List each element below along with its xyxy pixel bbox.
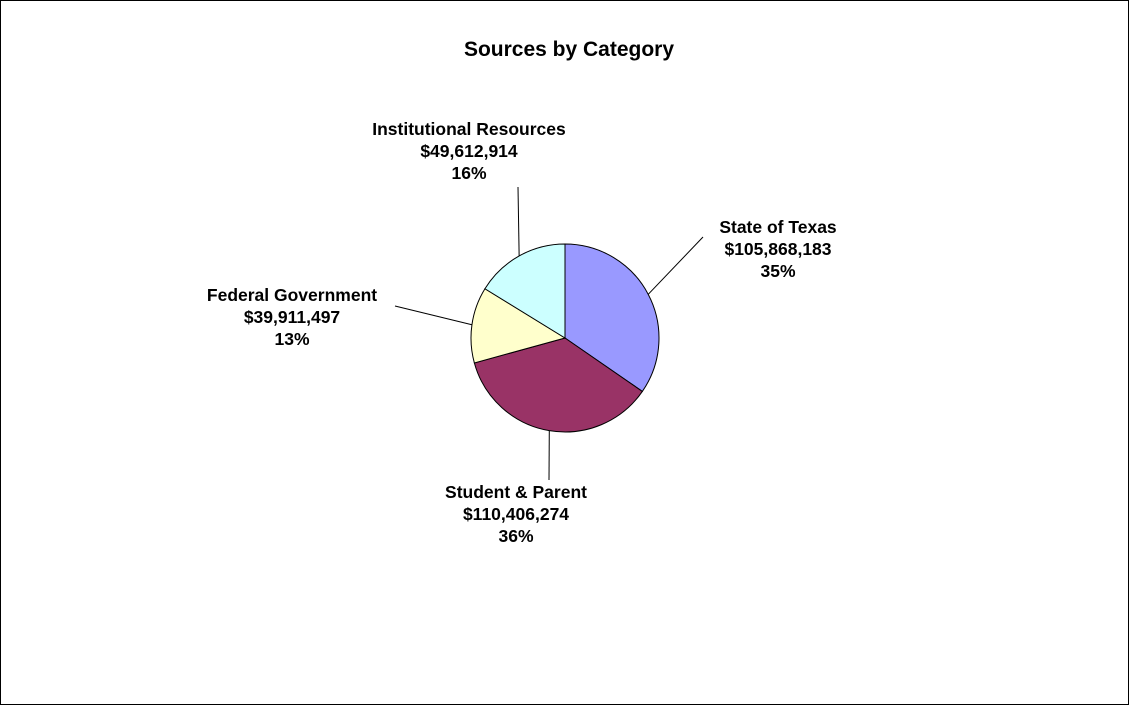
slice-label-name: Institutional Resources (372, 119, 566, 139)
slice-label-name: Student & Parent (445, 482, 587, 502)
pie-slices (470, 243, 660, 433)
slice-label-value: $105,868,183 (724, 239, 831, 259)
slice-label-name: Federal Government (207, 285, 377, 305)
slice-label-value: $39,911,497 (244, 307, 340, 327)
slice-label-state-of-texas: State of Texas $105,868,183 35% (719, 217, 837, 281)
slice-label-federal-government: Federal Government $39,911,497 13% (207, 285, 377, 349)
slice-label-percent: 13% (274, 329, 309, 349)
pie-slice-state-of-texas (564, 243, 660, 393)
leader-line-state-of-texas (647, 236, 704, 295)
chart-title: Sources by Category (464, 38, 674, 61)
leader-lines (394, 186, 704, 481)
slice-label-percent: 35% (760, 261, 795, 281)
slice-label-value: $110,406,274 (463, 504, 569, 524)
slice-label-value: $49,612,914 (420, 141, 518, 161)
leader-line-federal-government (394, 305, 473, 326)
slice-label-institutional-resources: Institutional Resources $49,612,914 16% (372, 119, 566, 183)
pie-slice-student-parent (473, 337, 644, 433)
leader-line-institutional-resources (517, 186, 520, 256)
slice-label-student-parent: Student & Parent $110,406,274 36% (445, 482, 587, 546)
slice-labels: State of Texas $105,868,183 35% Student & P… (207, 119, 837, 546)
slice-label-name: State of Texas (719, 217, 837, 237)
slice-label-percent: 36% (498, 526, 533, 546)
slice-label-percent: 16% (451, 163, 486, 183)
